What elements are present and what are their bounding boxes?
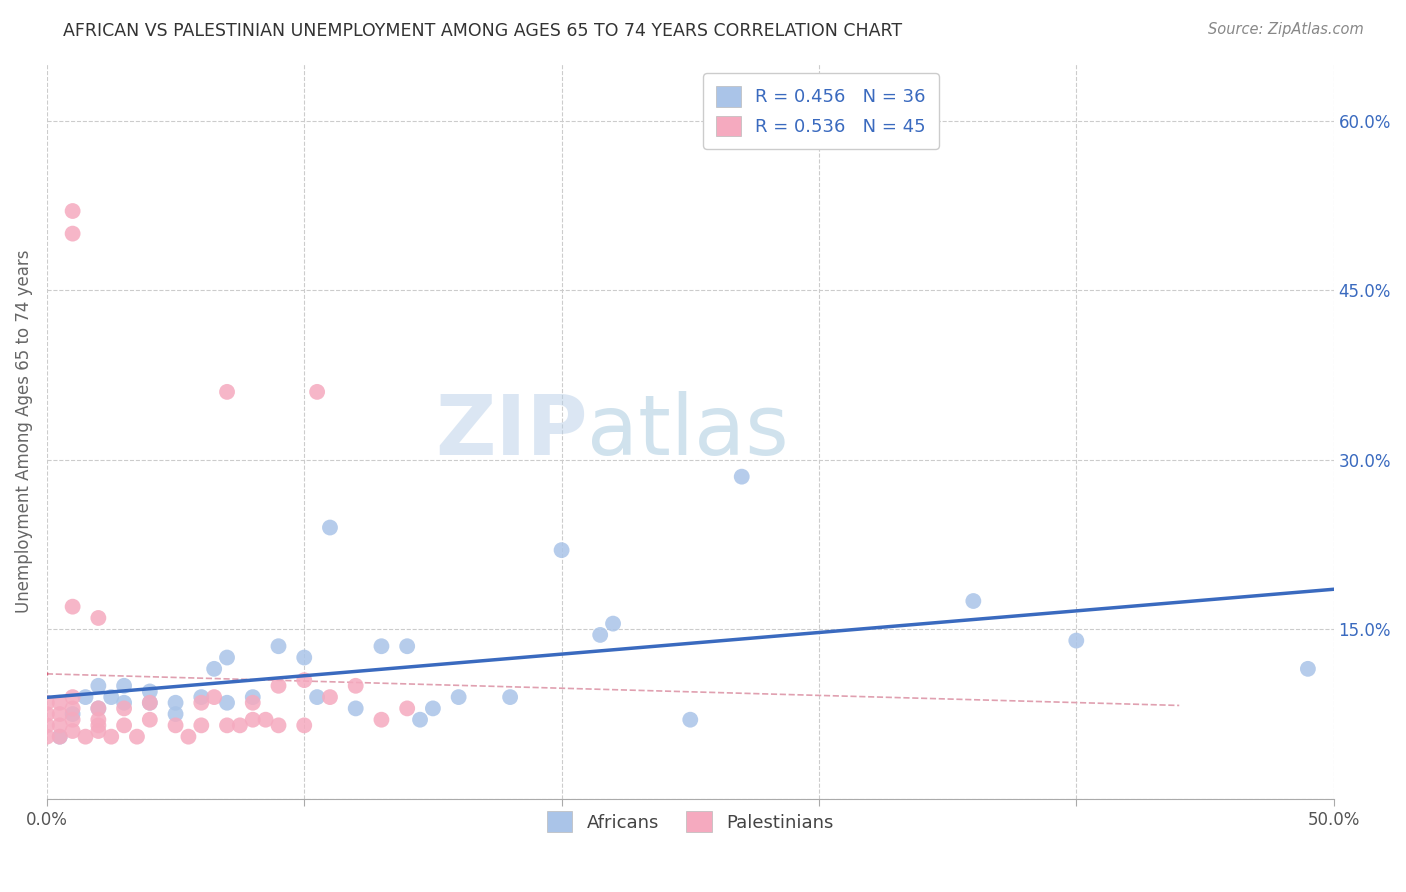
Point bbox=[679, 713, 702, 727]
Point bbox=[112, 679, 135, 693]
Point bbox=[62, 204, 84, 219]
Point bbox=[35, 696, 58, 710]
Point bbox=[242, 713, 264, 727]
Point bbox=[87, 701, 110, 715]
Point bbox=[215, 718, 238, 732]
Point bbox=[215, 696, 238, 710]
Point bbox=[370, 639, 392, 653]
Point bbox=[87, 701, 110, 715]
Point bbox=[396, 639, 419, 653]
Point bbox=[75, 730, 97, 744]
Point bbox=[307, 690, 329, 704]
Point bbox=[215, 650, 238, 665]
Point bbox=[35, 718, 58, 732]
Point bbox=[292, 718, 315, 732]
Point bbox=[731, 469, 754, 483]
Point bbox=[190, 718, 212, 732]
Point bbox=[396, 701, 419, 715]
Point bbox=[100, 730, 122, 744]
Point bbox=[87, 611, 110, 625]
Point bbox=[139, 713, 162, 727]
Point bbox=[62, 713, 84, 727]
Point bbox=[75, 690, 97, 704]
Point bbox=[344, 679, 367, 693]
Point bbox=[139, 696, 162, 710]
Text: ZIP: ZIP bbox=[434, 391, 588, 472]
Point bbox=[319, 690, 342, 704]
Point bbox=[1296, 662, 1319, 676]
Point bbox=[602, 616, 624, 631]
Point bbox=[35, 730, 58, 744]
Point bbox=[190, 690, 212, 704]
Point bbox=[112, 701, 135, 715]
Point bbox=[112, 718, 135, 732]
Point bbox=[165, 707, 187, 722]
Point bbox=[177, 730, 200, 744]
Point bbox=[87, 679, 110, 693]
Point bbox=[499, 690, 522, 704]
Point bbox=[589, 628, 612, 642]
Point bbox=[1064, 633, 1087, 648]
Point bbox=[344, 701, 367, 715]
Point bbox=[409, 713, 432, 727]
Point bbox=[165, 718, 187, 732]
Point bbox=[267, 679, 290, 693]
Point bbox=[49, 730, 72, 744]
Point bbox=[165, 696, 187, 710]
Point bbox=[242, 696, 264, 710]
Point bbox=[62, 707, 84, 722]
Y-axis label: Unemployment Among Ages 65 to 74 years: Unemployment Among Ages 65 to 74 years bbox=[15, 250, 32, 613]
Point bbox=[62, 690, 84, 704]
Point bbox=[190, 696, 212, 710]
Point bbox=[422, 701, 444, 715]
Point bbox=[267, 639, 290, 653]
Point bbox=[202, 690, 225, 704]
Point bbox=[292, 673, 315, 687]
Point bbox=[87, 718, 110, 732]
Point bbox=[49, 730, 72, 744]
Text: atlas: atlas bbox=[588, 391, 789, 472]
Point bbox=[139, 684, 162, 698]
Point bbox=[370, 713, 392, 727]
Point bbox=[62, 599, 84, 614]
Point bbox=[242, 690, 264, 704]
Point bbox=[112, 696, 135, 710]
Text: Source: ZipAtlas.com: Source: ZipAtlas.com bbox=[1208, 22, 1364, 37]
Point bbox=[267, 718, 290, 732]
Point bbox=[292, 650, 315, 665]
Point bbox=[962, 594, 984, 608]
Legend: Africans, Palestinians: Africans, Palestinians bbox=[534, 798, 846, 845]
Text: AFRICAN VS PALESTINIAN UNEMPLOYMENT AMONG AGES 65 TO 74 YEARS CORRELATION CHART: AFRICAN VS PALESTINIAN UNEMPLOYMENT AMON… bbox=[63, 22, 903, 40]
Point bbox=[62, 227, 84, 241]
Point bbox=[202, 662, 225, 676]
Point bbox=[307, 384, 329, 399]
Point bbox=[49, 696, 72, 710]
Point bbox=[125, 730, 148, 744]
Point bbox=[35, 707, 58, 722]
Point bbox=[319, 520, 342, 534]
Point bbox=[100, 690, 122, 704]
Point bbox=[215, 384, 238, 399]
Point bbox=[87, 724, 110, 739]
Point bbox=[49, 707, 72, 722]
Point bbox=[87, 713, 110, 727]
Point bbox=[62, 701, 84, 715]
Point bbox=[49, 718, 72, 732]
Point bbox=[62, 724, 84, 739]
Point bbox=[550, 543, 572, 558]
Point bbox=[229, 718, 252, 732]
Point bbox=[139, 696, 162, 710]
Point bbox=[254, 713, 277, 727]
Point bbox=[447, 690, 470, 704]
